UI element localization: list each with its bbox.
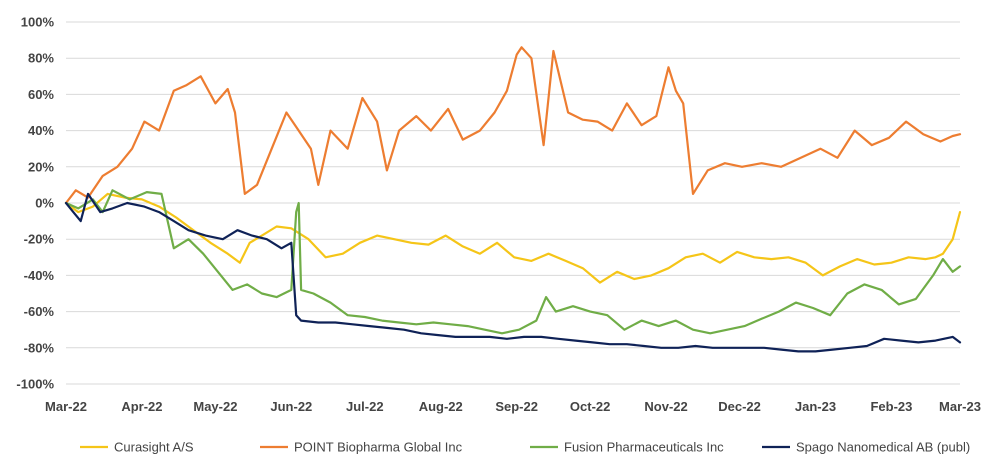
x-tick-label: May-22 [193,399,237,414]
x-tick-label: Mar-22 [45,399,87,414]
series-line-2 [64,46,962,205]
series-lines [64,46,962,353]
gridlines [66,21,960,385]
x-tick-label: Aug-22 [419,399,463,414]
y-tick-label: 40% [28,123,54,138]
y-tick-label: 0% [35,196,54,211]
legend: Curasight A/S POINT Biopharma Global Inc F… [80,440,970,455]
y-axis-tick-labels: -100% -80% -60% -40% -20% 0% 20% 40% 60% 80% 100% [16,15,54,392]
legend-label-3: Fusion Pharmaceuticals Inc [564,440,724,455]
x-tick-label: Dec-22 [718,399,761,414]
x-tick-label: Mar-23 [939,399,981,414]
y-tick-label: 60% [28,87,54,102]
y-tick-label: 20% [28,159,54,174]
legend-label-4: Spago Nanomedical AB (publ) [796,440,970,455]
x-tick-label: Jan-23 [795,399,836,414]
legend-label-2: POINT Biopharma Global Inc [294,440,463,455]
y-tick-label: -100% [16,377,54,392]
x-tick-label: Apr-22 [121,399,162,414]
x-tick-label: Feb-23 [870,399,912,414]
x-tick-label: Sep-22 [495,399,538,414]
series-line-1 [64,192,962,284]
legend-label-1: Curasight A/S [114,440,194,455]
x-tick-label: Nov-22 [644,399,687,414]
x-tick-label: Jul-22 [346,399,384,414]
y-tick-label: 80% [28,51,54,66]
x-tick-label: Jun-22 [270,399,312,414]
y-tick-label: -40% [24,268,55,283]
series-line-4 [64,192,962,353]
y-tick-label: -80% [24,340,55,355]
x-axis-tick-labels: Mar-22 Apr-22 May-22 Jun-22 Jul-22 Aug-22 Sep-… [45,399,981,414]
y-tick-label: -20% [24,232,55,247]
y-tick-label: 100% [21,15,55,30]
y-tick-label: -60% [24,304,55,319]
x-tick-label: Oct-22 [570,399,610,414]
series-line-3 [64,189,962,335]
